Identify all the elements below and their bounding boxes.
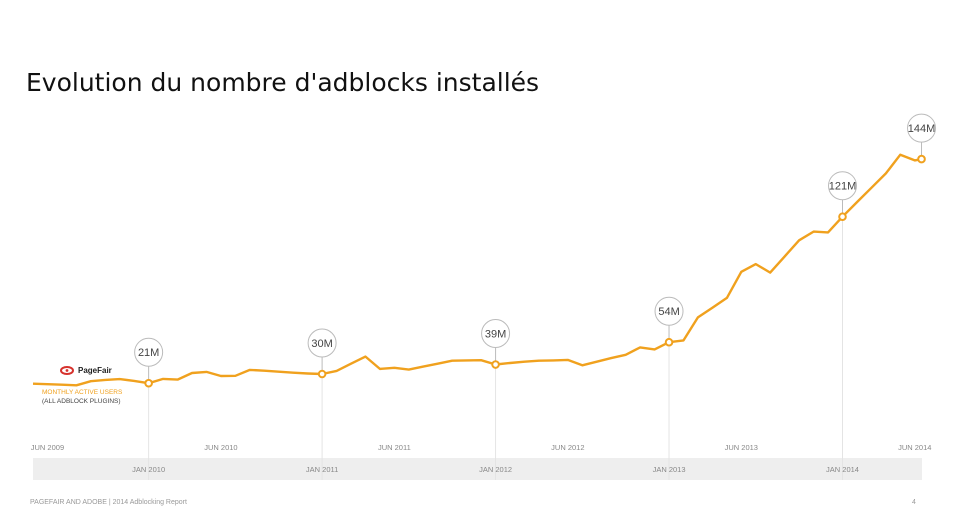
x-axis-band [33,458,922,480]
x-axis-upper-ticks: JUN 2009 JUN 2010 JUN 2011 JUN 2012 JUN 2013… [31,443,932,452]
data-point-marker [491,360,500,369]
data-point-marker [144,378,153,388]
x-tick-label: JAN 2013 [653,465,686,474]
x-tick-label: JUN 2012 [551,443,584,452]
data-point-marker [838,212,847,222]
data-point-marker [917,154,926,164]
x-tick-label: JUN 2014 [898,443,931,452]
legend-metric-sublabel: (ALL ADBLOCK PLUGINS) [42,398,121,405]
callout-bubble [827,171,857,201]
page-number: 4 [912,499,916,506]
x-tick-label: JUN 2013 [725,443,758,452]
callout-label: 121M [829,181,857,193]
callout-bubble [134,337,164,367]
legend-metric-label: MONTHLY ACTIVE USERS [42,389,123,396]
annotation-callouts: 21M 30M 39M 54M 121M 144M [134,113,937,388]
data-point-marker [317,369,327,379]
brand-logo: PageFair [60,366,122,375]
callout-label: 30M [311,338,332,350]
chart-legend: PageFair MONTHLY ACTIVE USERS (ALL ADBLO… [42,366,122,405]
pagefair-logo-icon [60,366,74,375]
callout-bubble [307,328,337,358]
x-tick-label: JAN 2012 [479,465,512,474]
footer-source: PAGEFAIR AND ADOBE | 2014 Adblocking Rep… [30,499,187,506]
callout-label: 54M [658,306,679,318]
brand-name: PageFair [78,366,112,375]
callout-label: 39M [485,329,506,341]
x-tick-label: JUN 2011 [378,443,411,452]
x-tick-label: JUN 2010 [204,443,237,452]
x-tick-label: JUN 2009 [31,443,64,452]
x-tick-label: JAN 2014 [826,465,859,474]
x-tick-label: JAN 2010 [132,465,165,474]
x-axis-lower-ticks: JAN 2010 JAN 2011 JAN 2012 JAN 2013 JAN 2014 [132,465,859,474]
x-tick-label: JAN 2011 [306,465,338,474]
annotation-guides [148,141,923,480]
series-line-monthly-active-users [32,153,922,387]
slide-title: Evolution du nombre d'adblocks installés [26,68,540,97]
data-point-marker [664,337,674,347]
callout-label: 144M [908,123,936,135]
callout-bubble [654,296,684,326]
callout-label: 21M [138,347,159,359]
callout-bubble [907,113,937,143]
callout-bubble [481,319,511,349]
